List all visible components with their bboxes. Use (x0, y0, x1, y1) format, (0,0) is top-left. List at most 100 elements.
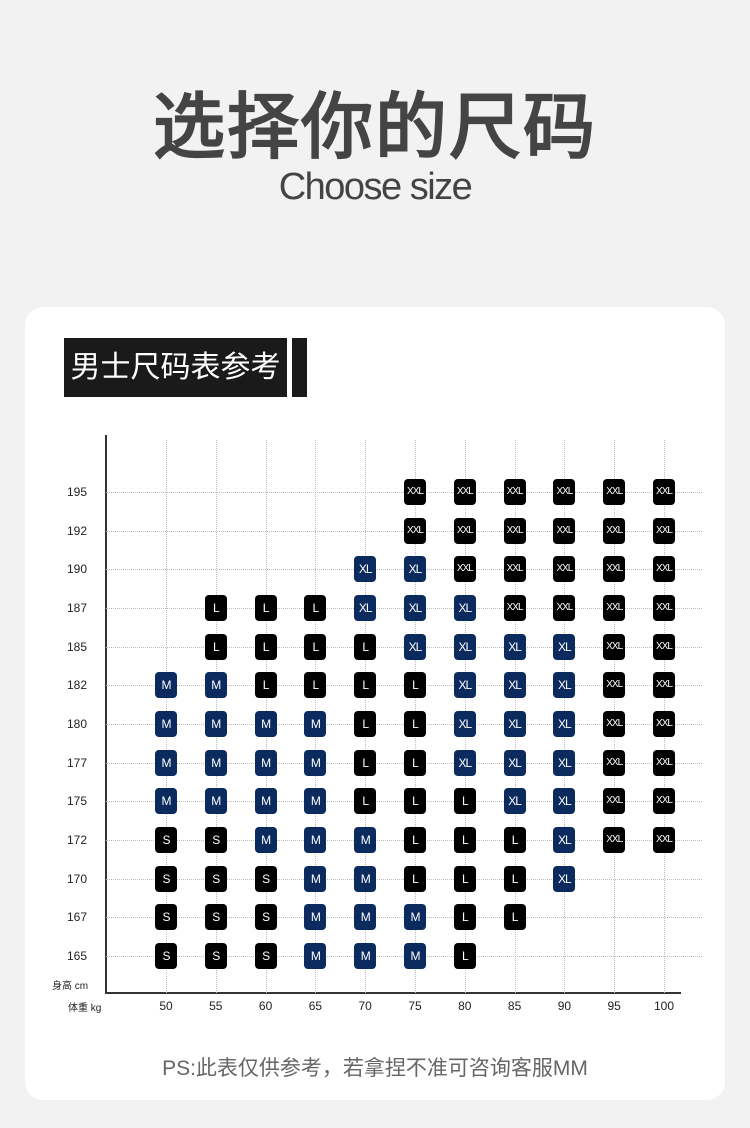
size-badge-xl: XL (503, 711, 526, 738)
size-badge-s: S (254, 865, 277, 892)
size-badge-m: M (254, 711, 277, 738)
size-badge-m: M (304, 711, 327, 738)
size-badge-xxl: XXL (553, 556, 576, 583)
y-tick-label: 192 (66, 523, 87, 538)
size-badge-l: L (354, 711, 377, 738)
y-tick-label: 170 (66, 871, 87, 886)
size-badge-xl: XL (453, 749, 476, 776)
size-badge-m: M (354, 943, 377, 970)
size-badge-l: L (453, 827, 476, 854)
size-badge-xl: XL (503, 749, 526, 776)
size-badge-xl: XL (553, 633, 576, 660)
size-badge-xl: XL (553, 788, 576, 815)
size-badge-l: L (404, 711, 426, 738)
x-tick-label: 100 (653, 999, 675, 1013)
size-badge-m: M (155, 711, 177, 738)
size-badge-xxl: XXL (453, 479, 476, 505)
size-badge-xxl: XXL (653, 672, 675, 699)
size-badge-l: L (404, 865, 426, 892)
size-badge-xxl: XXL (503, 595, 526, 621)
size-badge-s: S (155, 827, 177, 854)
y-tick-label: 182 (66, 678, 87, 693)
size-badge-xl: XL (404, 556, 426, 583)
size-badge-xl: XL (453, 711, 476, 738)
size-badge-m: M (204, 672, 227, 699)
size-badge-m: M (304, 943, 327, 970)
size-badge-l: L (503, 904, 526, 931)
size-badge-s: S (204, 865, 227, 892)
size-badge-m: M (304, 788, 327, 815)
size-badge-m: M (204, 788, 227, 815)
x-tick-label: 90 (557, 999, 572, 1013)
size-badge-l: L (503, 827, 526, 854)
page-subtitle: Choose size (278, 166, 473, 208)
size-badge-xl: XL (453, 672, 476, 699)
size-badge-l: L (254, 633, 277, 660)
x-tick-label: 50 (159, 999, 173, 1013)
size-badge-xl: XL (503, 672, 526, 699)
y-axis-label: 身高 cm (52, 981, 89, 992)
size-badge-s: S (155, 904, 177, 931)
size-badge-m: M (304, 827, 327, 854)
x-tick-label: 65 (308, 999, 323, 1013)
size-badge-m: M (204, 749, 227, 776)
size-badge-l: L (304, 672, 327, 699)
size-badge-m: M (155, 749, 177, 776)
size-badge-l: L (204, 633, 227, 660)
size-badge-l: L (453, 943, 476, 970)
size-badge-xxl: XXL (503, 479, 526, 505)
x-tick-label: 95 (607, 999, 621, 1013)
y-tick-label: 165 (66, 949, 87, 964)
size-badge-l: L (404, 788, 426, 815)
size-badge-xxl: XXL (653, 595, 675, 621)
x-axis (105, 992, 681, 994)
size-badge-s: S (155, 865, 177, 892)
size-badge-m: M (354, 827, 377, 854)
x-tick-label: 85 (507, 999, 522, 1013)
size-badge-xl: XL (453, 633, 476, 660)
x-tick-label: 60 (258, 999, 273, 1013)
size-badge-xxl: XXL (453, 556, 476, 583)
size-badge-xxl: XXL (653, 556, 675, 583)
y-tick-label: 185 (66, 639, 87, 654)
size-badge-xxl: XXL (653, 827, 675, 854)
section-header: 男士尺码表参考 (64, 338, 287, 397)
size-badge-l: L (453, 904, 476, 931)
size-badge-l: L (304, 595, 327, 621)
y-tick-label: 172 (66, 833, 87, 848)
size-badge-xxl: XXL (603, 556, 626, 583)
size-badge-xxl: XXL (553, 517, 576, 544)
size-badge-m: M (155, 788, 177, 815)
size-badge-s: S (254, 904, 277, 931)
x-axis-label: 体重 kg (68, 1003, 102, 1014)
y-tick-label: 175 (66, 794, 87, 809)
x-tick-label: 70 (358, 999, 372, 1013)
size-badge-xxl: XXL (603, 595, 626, 621)
size-badge-xxl: XXL (653, 749, 675, 776)
size-badge-m: M (304, 904, 327, 931)
y-tick-label: 180 (66, 717, 87, 732)
size-badge-s: S (254, 943, 277, 970)
size-badge-m: M (254, 788, 277, 815)
size-badge-l: L (453, 788, 476, 815)
x-tick-label: 55 (209, 999, 223, 1013)
size-badge-xxl: XXL (653, 711, 675, 738)
y-tick-label: 195 (66, 485, 87, 499)
size-badge-s: S (204, 943, 227, 970)
x-tick-label: 75 (408, 999, 422, 1013)
size-badge-xl: XL (553, 711, 576, 738)
size-badge-l: L (404, 672, 426, 699)
size-badge-xxl: XXL (553, 479, 576, 505)
header-accent-bar (292, 338, 307, 397)
size-badge-l: L (404, 749, 426, 776)
size-badge-s: S (155, 943, 177, 970)
size-badge-s: S (204, 827, 227, 854)
size-badge-xl: XL (354, 556, 377, 583)
size-badge-xxl: XXL (553, 595, 576, 621)
size-badge-xl: XL (404, 633, 426, 660)
size-badge-l: L (254, 595, 277, 621)
size-badge-l: L (204, 595, 227, 621)
size-badge-l: L (254, 672, 277, 699)
y-axis (105, 435, 107, 994)
size-badge-m: M (354, 865, 377, 892)
